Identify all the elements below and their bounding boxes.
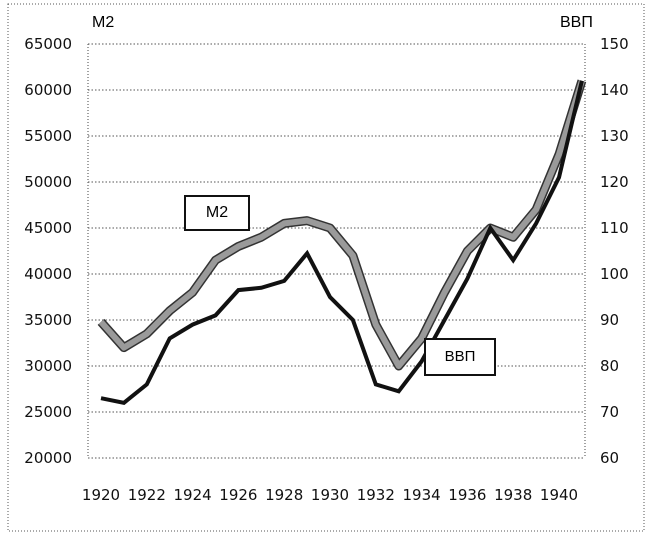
- x-tick-label: 1922: [128, 486, 166, 504]
- y-tick-label: 40000: [24, 265, 72, 283]
- y-right-tick-label: 120: [600, 173, 629, 191]
- series-line-gdp: [100, 80, 584, 405]
- y-right-tick-label: 100: [600, 265, 629, 283]
- y-tick-label: 55000: [24, 127, 72, 145]
- y-right-tick-label: 150: [600, 35, 629, 53]
- y-tick-label: 50000: [24, 173, 72, 191]
- x-tick-label: 1926: [219, 486, 257, 504]
- y-right-tick-label: 60: [600, 449, 619, 467]
- left-axis-label: М2: [92, 14, 115, 31]
- series-line-m2: [98, 79, 585, 369]
- right-axis-label: ВВП: [560, 14, 593, 31]
- y-right-tick-label: 110: [600, 219, 629, 237]
- y-tick-label: 25000: [24, 403, 72, 421]
- x-tick-label: 1928: [265, 486, 303, 504]
- y-tick-label: 60000: [24, 81, 72, 99]
- series-line-m2-outline: [97, 79, 587, 371]
- x-tick-label: 1924: [174, 486, 212, 504]
- y-tick-label: 45000: [24, 219, 72, 237]
- outer-border: [7, 3, 645, 532]
- y-right-tick-label: 90: [600, 311, 619, 329]
- y-right-tick-label: 80: [600, 357, 619, 375]
- y-tick-label: 35000: [24, 311, 72, 329]
- y-right-tick-label: 130: [600, 127, 629, 145]
- legend-label-m2: М2: [184, 195, 250, 231]
- x-tick-label: 1930: [311, 486, 349, 504]
- legend-label-gdp: ВВП: [424, 338, 496, 376]
- x-tick-label: 1920: [82, 486, 120, 504]
- x-tick-label: 1940: [540, 486, 578, 504]
- y-right-tick-label: 140: [600, 81, 629, 99]
- x-tick-label: 1936: [448, 486, 486, 504]
- x-tick-label: 1938: [494, 486, 532, 504]
- y-tick-label: 20000: [24, 449, 72, 467]
- y-tick-label: 65000: [24, 35, 72, 53]
- x-tick-label: 1932: [357, 486, 395, 504]
- y-tick-label: 30000: [24, 357, 72, 375]
- y-right-tick-label: 70: [600, 403, 619, 421]
- x-tick-label: 1934: [403, 486, 441, 504]
